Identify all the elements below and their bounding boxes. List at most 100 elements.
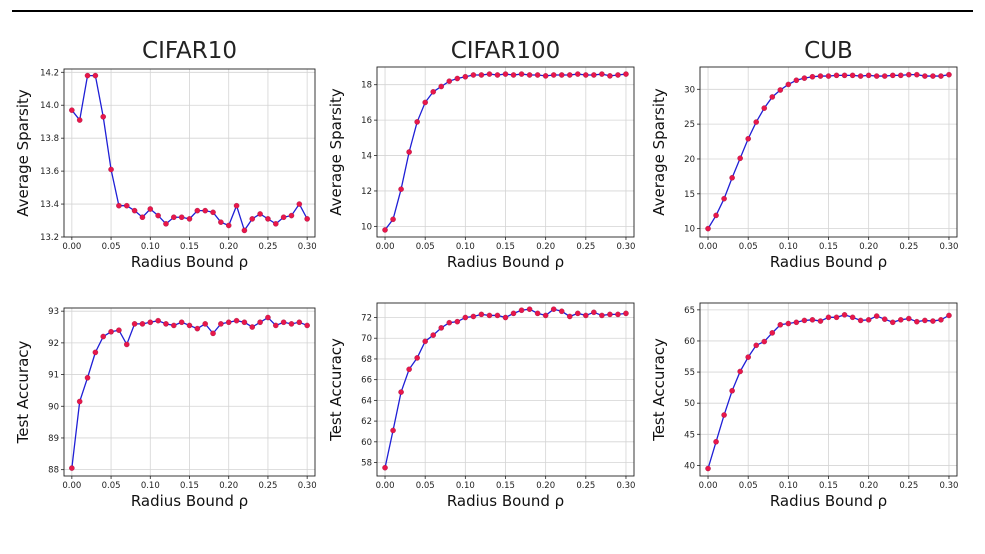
x-tick-label: 0.15 xyxy=(180,481,199,491)
data-point xyxy=(825,73,832,79)
x-tick-label: 0.15 xyxy=(819,242,838,252)
data-point xyxy=(591,309,597,316)
data-point xyxy=(265,216,271,222)
data-point xyxy=(946,71,952,78)
data-point xyxy=(398,186,404,192)
x-axis-label: Radius Bound ρ xyxy=(131,253,248,271)
x-tick-label: 0.20 xyxy=(219,481,238,491)
data-point xyxy=(801,75,808,81)
data-point xyxy=(494,72,501,78)
x-axis-label: Radius Bound ρ xyxy=(447,253,564,271)
data-point xyxy=(304,216,310,222)
data-point xyxy=(406,149,412,155)
data-point xyxy=(382,227,388,233)
x-tick-label: 0.05 xyxy=(102,481,121,491)
x-tick-label: 0.20 xyxy=(536,481,555,491)
x-tick-label: 0.05 xyxy=(739,481,758,491)
y-tick-label: 13.6 xyxy=(40,167,59,177)
data-point xyxy=(171,322,177,329)
data-point xyxy=(761,338,768,345)
x-tick-label: 0.30 xyxy=(940,481,959,491)
x-tick-label: 0.20 xyxy=(219,242,238,252)
y-axis-label: Average Sparsity xyxy=(327,88,345,216)
data-point xyxy=(801,317,808,324)
y-tick-label: 50 xyxy=(684,399,695,409)
x-tick-label: 0.25 xyxy=(899,242,918,252)
x-tick-label: 0.25 xyxy=(576,481,595,491)
x-tick-label: 0.15 xyxy=(496,481,515,491)
data-point xyxy=(558,72,565,78)
data-point xyxy=(518,71,525,77)
data-point xyxy=(721,412,727,418)
data-point xyxy=(446,78,453,84)
y-tick-label: 20 xyxy=(684,155,695,165)
x-tick-label: 0.30 xyxy=(298,481,317,491)
data-point xyxy=(194,207,201,214)
data-point xyxy=(510,72,517,78)
data-point xyxy=(713,212,719,219)
data-point xyxy=(906,71,912,78)
y-tick-label: 45 xyxy=(684,430,695,440)
data-point xyxy=(526,306,533,312)
data-point xyxy=(922,73,928,79)
data-point xyxy=(930,318,936,324)
data-point xyxy=(186,216,193,222)
y-tick-label: 65 xyxy=(684,306,695,316)
x-tick-label: 0.10 xyxy=(779,481,798,491)
data-point xyxy=(817,73,824,79)
data-point xyxy=(202,321,208,327)
data-point xyxy=(946,312,952,319)
data-point xyxy=(502,71,509,77)
data-point xyxy=(542,312,549,319)
y-tick-label: 55 xyxy=(684,368,695,378)
data-point xyxy=(761,105,768,111)
y-tick-label: 14 xyxy=(361,152,372,162)
x-axis-label: Radius Bound ρ xyxy=(447,492,564,510)
data-point xyxy=(922,317,928,324)
data-point xyxy=(705,465,711,472)
data-point xyxy=(241,227,248,234)
y-tick-label: 14.2 xyxy=(40,68,59,78)
data-point xyxy=(202,207,208,214)
data-point xyxy=(841,72,848,79)
data-point xyxy=(809,74,816,80)
data-point xyxy=(288,212,295,219)
x-tick-label: 0.00 xyxy=(376,242,395,252)
data-point xyxy=(438,325,444,331)
data-point xyxy=(225,222,232,229)
data-point xyxy=(470,313,477,320)
data-point xyxy=(478,72,485,78)
y-tick-label: 25 xyxy=(684,120,695,130)
data-point xyxy=(713,439,719,445)
data-point xyxy=(233,317,240,324)
x-tick-label: 0.30 xyxy=(940,242,959,252)
data-point xyxy=(147,319,154,326)
data-point xyxy=(809,317,816,323)
data-point xyxy=(591,72,597,78)
data-point xyxy=(218,219,224,225)
data-point xyxy=(470,72,477,78)
chart-panel-6: 0.00 0.05 0.10 0.15 0.20 0.25 0.30 40 45 50 55 60 65… xyxy=(650,302,959,510)
y-tick-label: 90 xyxy=(48,402,59,412)
data-point xyxy=(218,321,224,327)
data-point xyxy=(92,349,99,356)
chart-panel-3: CUB 0.00 0.05 0.10 0.15 0.20 0.25 0.30 10 15 20 25 3… xyxy=(650,38,958,271)
data-point xyxy=(890,72,896,79)
x-tick-label: 0.30 xyxy=(617,481,636,491)
data-point xyxy=(745,354,751,360)
data-point xyxy=(558,308,565,315)
data-point xyxy=(745,136,751,142)
data-point xyxy=(777,87,784,93)
data-point xyxy=(865,72,872,79)
x-tick-label: 0.15 xyxy=(180,242,199,252)
data-point xyxy=(131,321,138,327)
data-point xyxy=(510,310,517,317)
panel-title: CUB xyxy=(804,38,853,64)
y-tick-label: 13.8 xyxy=(40,134,59,144)
data-point xyxy=(721,195,727,202)
x-tick-label: 0.25 xyxy=(899,481,918,491)
data-point xyxy=(898,317,904,323)
data-point xyxy=(873,313,880,319)
data-point xyxy=(478,311,485,318)
data-point xyxy=(769,94,776,100)
